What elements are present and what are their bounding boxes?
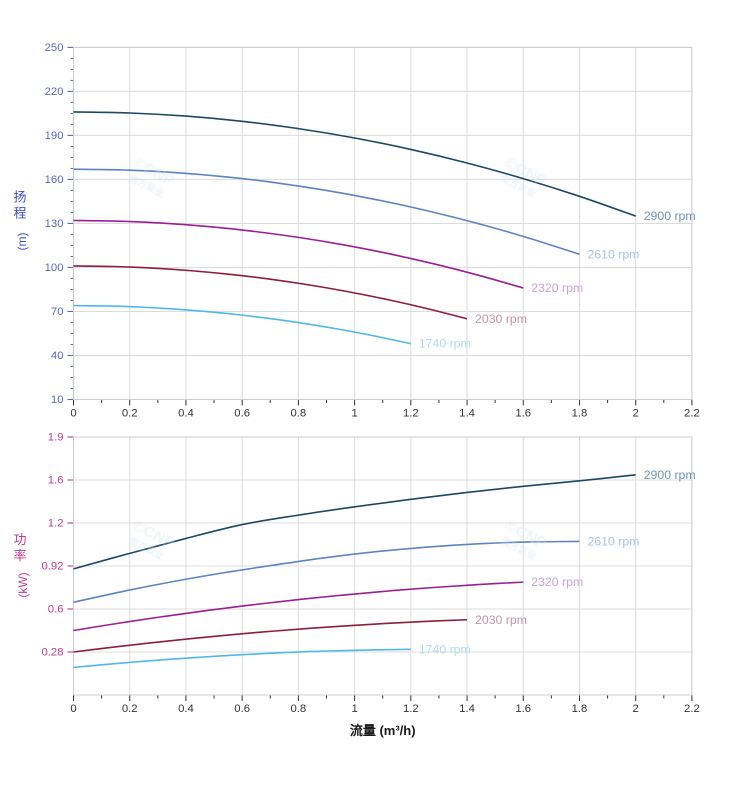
svg-text:190: 190: [45, 130, 64, 142]
svg-text:0.6: 0.6: [234, 703, 250, 715]
svg-text:1.4: 1.4: [459, 703, 475, 715]
svg-text:2: 2: [633, 703, 639, 715]
svg-text:0.6: 0.6: [234, 407, 250, 419]
svg-text:0.4: 0.4: [178, 407, 194, 419]
svg-text:1.8: 1.8: [572, 407, 588, 419]
svg-text:1.2: 1.2: [403, 407, 419, 419]
svg-text:1.4: 1.4: [459, 407, 475, 419]
svg-text:(m): (m): [15, 232, 29, 250]
svg-text:130: 130: [45, 218, 64, 230]
svg-text:2: 2: [633, 407, 639, 419]
svg-text:2030 rpm: 2030 rpm: [475, 312, 527, 326]
svg-text:220: 220: [45, 86, 64, 98]
svg-text:1740 rpm: 1740 rpm: [419, 642, 471, 656]
svg-text:2030 rpm: 2030 rpm: [475, 613, 527, 627]
svg-text:70: 70: [51, 306, 64, 318]
svg-text:160: 160: [45, 174, 64, 186]
svg-text:(kW): (kW): [16, 572, 30, 597]
svg-text:0.4: 0.4: [178, 703, 194, 715]
svg-text:1.9: 1.9: [48, 432, 64, 444]
svg-text:扬: 扬: [13, 189, 26, 204]
svg-text:1.6: 1.6: [48, 475, 64, 487]
svg-text:2900 rpm: 2900 rpm: [644, 468, 696, 482]
svg-text:0.8: 0.8: [291, 407, 307, 419]
svg-text:0.6: 0.6: [48, 604, 64, 616]
svg-text:0.2: 0.2: [122, 407, 138, 419]
svg-text:功: 功: [13, 532, 26, 547]
svg-text:100: 100: [45, 262, 64, 274]
svg-text:2320 rpm: 2320 rpm: [531, 281, 583, 295]
svg-text:2.2: 2.2: [684, 703, 700, 715]
svg-text:40: 40: [51, 350, 64, 362]
svg-text:1740 rpm: 1740 rpm: [419, 337, 471, 351]
svg-text:0.2: 0.2: [122, 703, 138, 715]
svg-text:10: 10: [51, 394, 64, 406]
svg-text:程: 程: [13, 205, 26, 220]
svg-text:2.2: 2.2: [684, 407, 700, 419]
svg-text:0.8: 0.8: [291, 703, 307, 715]
svg-text:1: 1: [351, 703, 357, 715]
svg-text:1: 1: [351, 407, 357, 419]
svg-text:250: 250: [45, 42, 64, 54]
svg-text:流量 (m³/h): 流量 (m³/h): [350, 723, 416, 738]
svg-text:1.2: 1.2: [48, 518, 64, 530]
svg-text:2900 rpm: 2900 rpm: [644, 209, 696, 223]
svg-text:0: 0: [70, 407, 76, 419]
svg-text:2610 rpm: 2610 rpm: [587, 247, 639, 261]
svg-text:0.28: 0.28: [42, 647, 64, 659]
svg-text:1.6: 1.6: [515, 703, 531, 715]
svg-text:1.8: 1.8: [572, 703, 588, 715]
svg-text:1.6: 1.6: [515, 407, 531, 419]
svg-text:率: 率: [13, 548, 26, 563]
svg-text:2320 rpm: 2320 rpm: [531, 575, 583, 589]
svg-text:0: 0: [70, 703, 76, 715]
svg-text:0.92: 0.92: [42, 561, 64, 573]
svg-text:2610 rpm: 2610 rpm: [587, 534, 639, 548]
svg-text:1.2: 1.2: [403, 703, 419, 715]
